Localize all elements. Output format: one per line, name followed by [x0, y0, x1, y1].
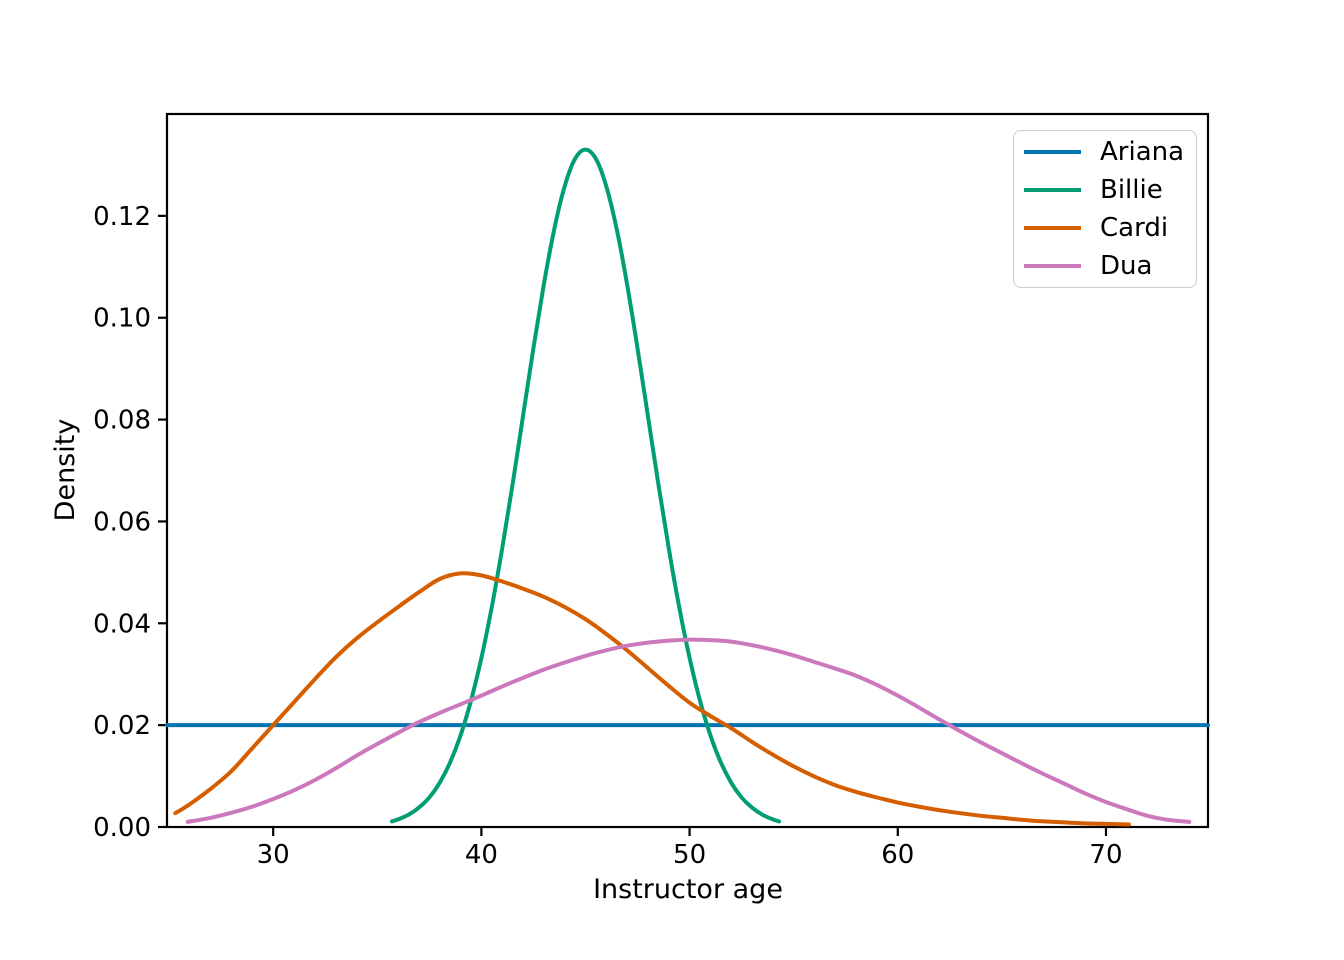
x-tick-label: 30	[257, 840, 290, 870]
y-tick-label: 0.12	[93, 202, 151, 232]
legend-item-billie: Billie	[1014, 171, 1196, 209]
y-tick-label: 0.06	[93, 507, 151, 537]
x-tick-label: 60	[881, 840, 914, 870]
y-tick-label: 0.10	[93, 304, 151, 334]
series-layer	[165, 147, 1210, 827]
legend-swatch-ariana	[1024, 150, 1081, 154]
legend-swatch-dua	[1024, 264, 1081, 268]
series-line-cardi	[173, 571, 1131, 827]
legend-label: Cardi	[1100, 213, 1169, 243]
y-tick-label: 0.02	[93, 711, 151, 741]
series-line-dua	[185, 637, 1192, 824]
axes-layer: 30 40 50 60 70 0.00 0.02 0.04 0.06 0.08 0.10 0.12	[93, 112, 1210, 870]
y-axis-label: Density	[50, 419, 81, 522]
legend-label: Billie	[1100, 175, 1163, 205]
legend-item-cardi: Cardi	[1014, 209, 1196, 247]
legend-swatch-billie	[1024, 188, 1081, 192]
plot-border	[165, 112, 1210, 829]
x-axis-label: Instructor age	[593, 874, 783, 905]
legend-swatch-cardi	[1024, 226, 1081, 230]
y-tick-label: 0.00	[93, 813, 151, 843]
y-tick-label: 0.08	[93, 406, 151, 436]
x-tick-label: 70	[1089, 840, 1122, 870]
legend-label: Ariana	[1100, 137, 1185, 167]
legend-item-dua: Dua	[1014, 247, 1196, 285]
legend-item-ariana: Ariana	[1014, 133, 1196, 171]
y-tick-label: 0.04	[93, 609, 151, 639]
series-line-billie	[389, 147, 782, 824]
legend: Ariana Billie Cardi Dua	[1013, 130, 1197, 288]
legend-label: Dua	[1100, 251, 1153, 281]
x-tick-label: 50	[673, 840, 706, 870]
x-tick-label: 40	[465, 840, 498, 870]
